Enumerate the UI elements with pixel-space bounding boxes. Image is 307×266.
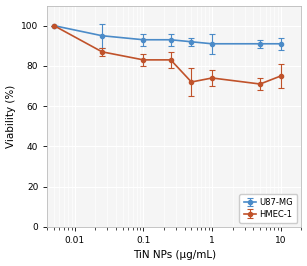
Legend: U87-MG, HMEC-1: U87-MG, HMEC-1 [239, 194, 297, 223]
Y-axis label: Viability (%): Viability (%) [6, 85, 16, 148]
X-axis label: TiN NPs (μg/mL): TiN NPs (μg/mL) [133, 251, 216, 260]
